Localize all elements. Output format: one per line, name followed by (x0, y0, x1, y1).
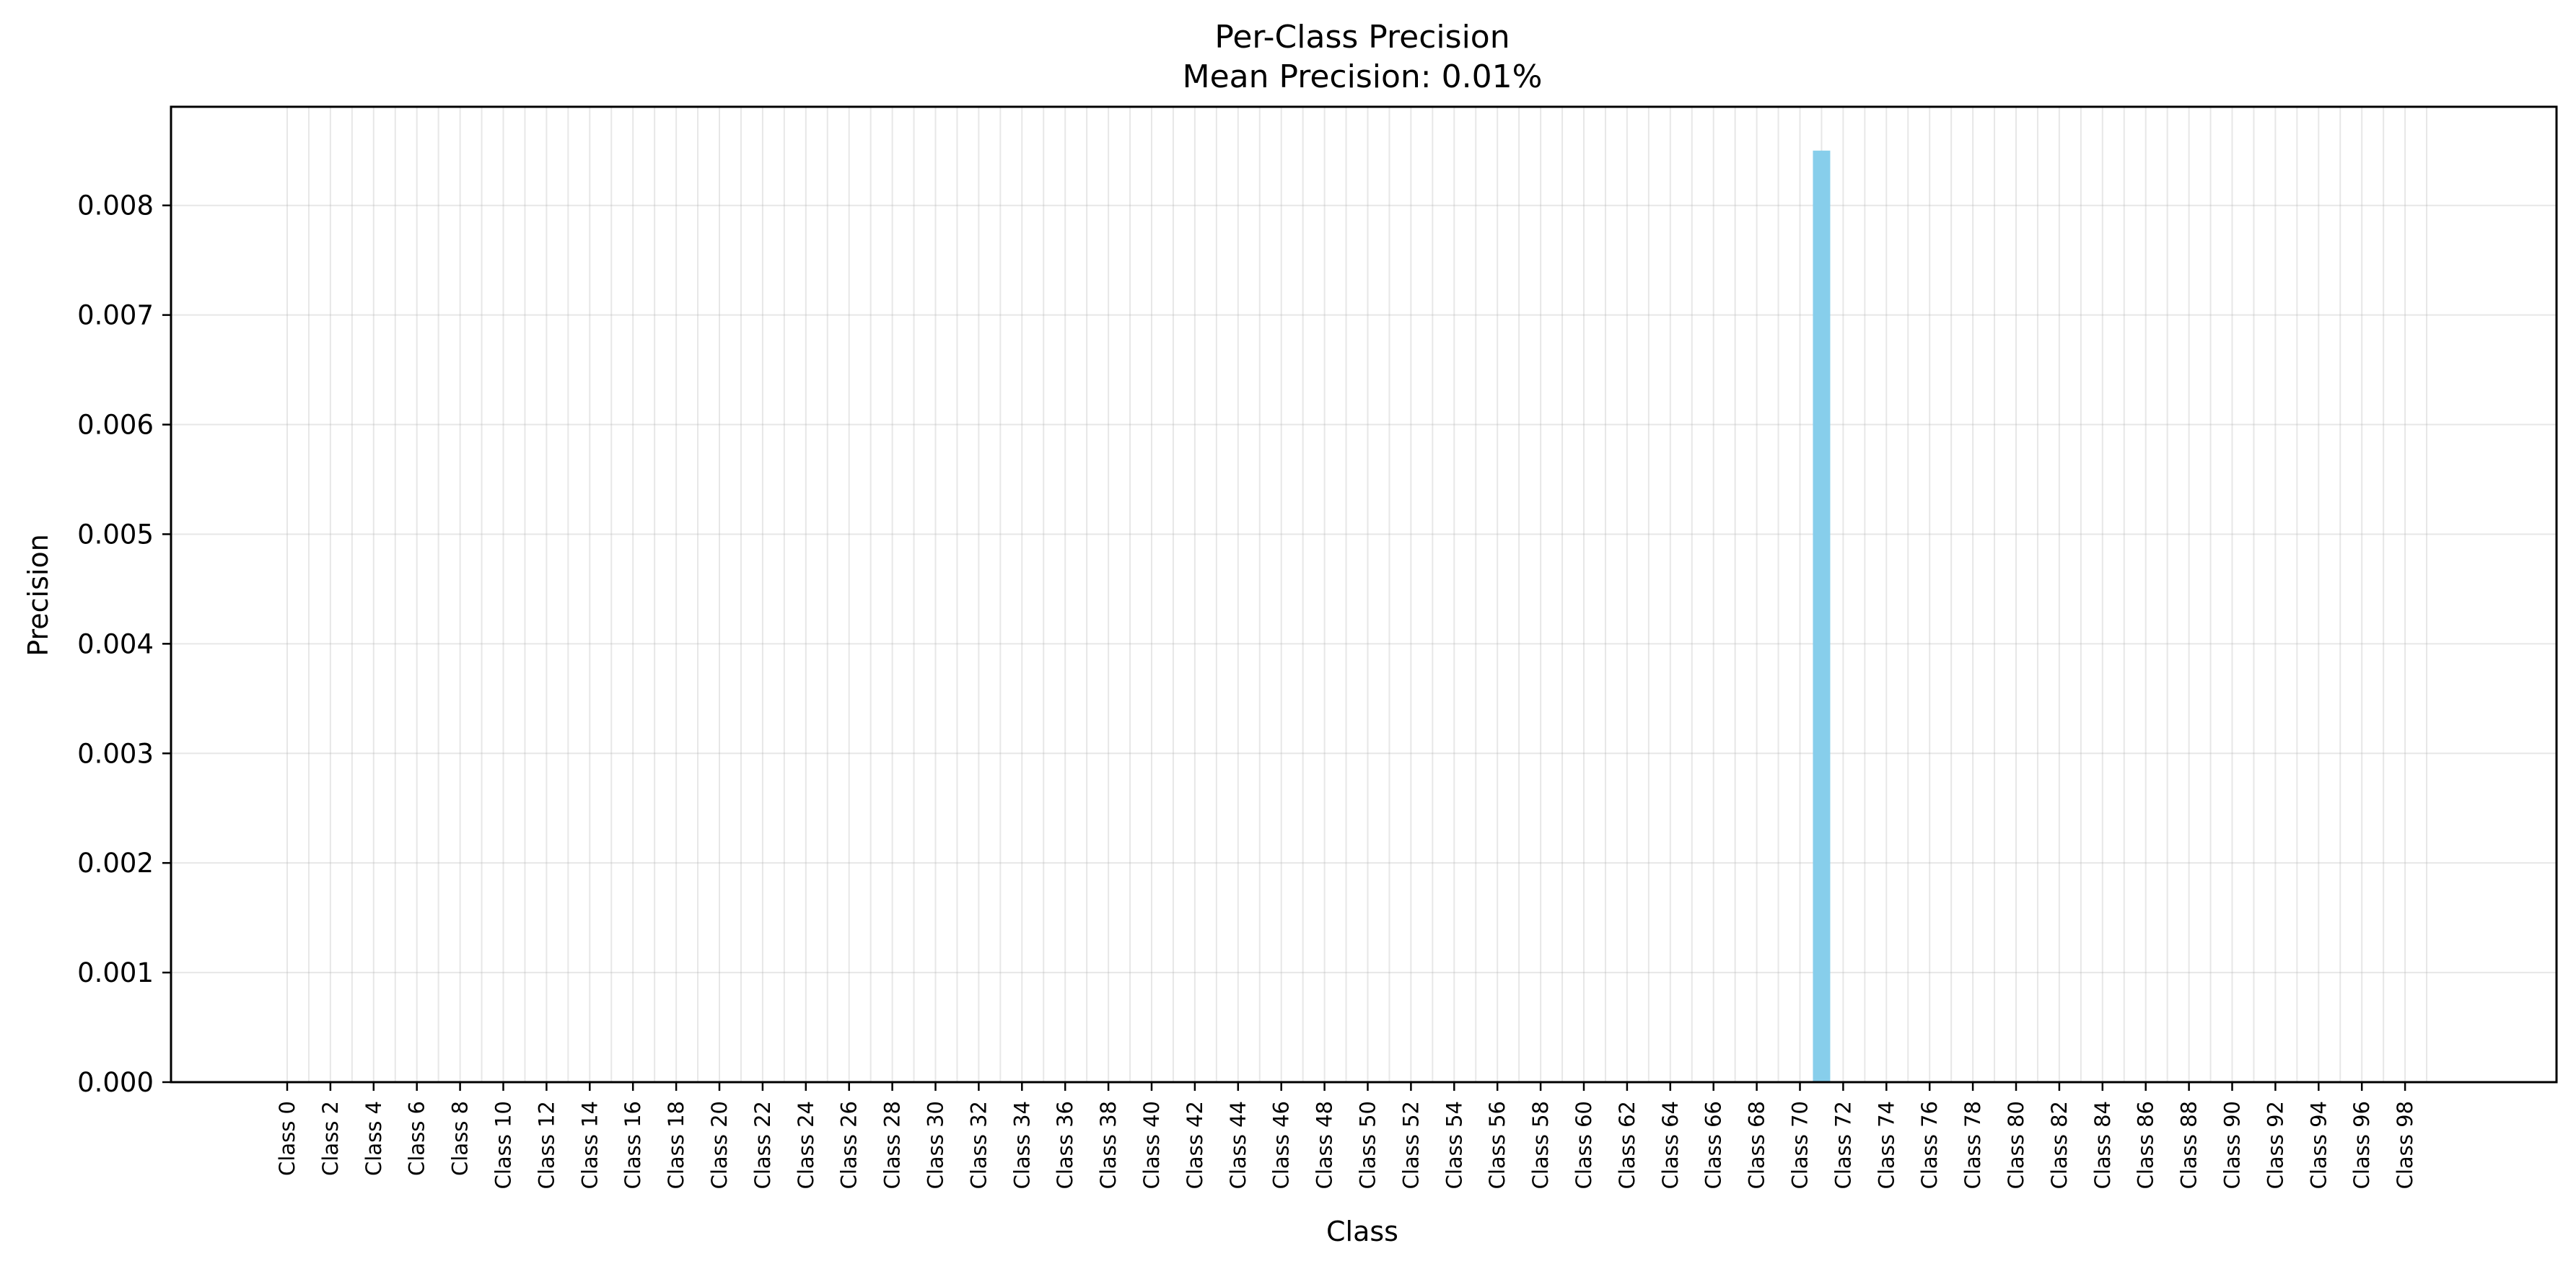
x-tick-label: Class 98 (2393, 1101, 2417, 1189)
x-tick-label: Class 68 (1745, 1101, 1769, 1189)
x-tick-label: Class 34 (1009, 1101, 1034, 1189)
y-tick-label: 0.006 (77, 410, 154, 441)
x-tick-label: Class 8 (448, 1101, 473, 1176)
x-tick-label: Class 82 (2047, 1101, 2072, 1189)
x-tick-label: Class 66 (1701, 1101, 1726, 1189)
y-tick-label: 0.005 (77, 519, 154, 550)
x-tick-label: Class 92 (2263, 1101, 2287, 1189)
x-tick-label: Class 4 (362, 1101, 386, 1176)
x-tick-label: Class 6 (405, 1101, 429, 1176)
y-axis-label: Precision (22, 534, 54, 657)
x-tick-label: Class 18 (664, 1101, 688, 1189)
x-tick-label: Class 80 (2004, 1101, 2028, 1189)
x-tick-label: Class 46 (1269, 1101, 1294, 1189)
x-axis-label: Class (1326, 1216, 1398, 1247)
x-tick-label: Class 96 (2349, 1101, 2374, 1189)
x-tick-label: Class 74 (1874, 1101, 1898, 1189)
x-tick-label: Class 22 (750, 1101, 775, 1189)
x-tick-label: Class 60 (1572, 1101, 1596, 1189)
y-tick-label: 0.004 (77, 628, 154, 659)
x-tick-label: Class 30 (924, 1101, 948, 1189)
y-tick-label: 0.001 (77, 957, 154, 988)
x-tick-label: Class 58 (1528, 1101, 1553, 1189)
y-tick-label: 0.000 (77, 1067, 154, 1098)
x-tick-label: Class 64 (1658, 1101, 1683, 1189)
x-tick-label: Class 90 (2220, 1101, 2245, 1189)
x-tick-label: Class 10 (491, 1101, 516, 1189)
x-tick-label: Class 54 (1442, 1101, 1466, 1189)
x-tick-label: Class 86 (2134, 1101, 2158, 1189)
x-tick-label: Class 14 (577, 1101, 602, 1189)
x-tick-label: Class 42 (1183, 1101, 1207, 1189)
x-tick-label: Class 38 (1096, 1101, 1121, 1189)
x-tick-label: Class 48 (1313, 1101, 1337, 1189)
x-tick-label: Class 40 (1139, 1101, 1164, 1189)
x-tick-label: Class 24 (794, 1101, 818, 1189)
x-tick-label: Class 62 (1615, 1101, 1639, 1189)
x-tick-label: Class 20 (707, 1101, 732, 1189)
y-tick-label: 0.007 (77, 300, 154, 331)
x-tick-label: Class 44 (1226, 1101, 1250, 1189)
y-tick-label: 0.002 (77, 848, 154, 879)
x-tick-label: Class 78 (1961, 1101, 1985, 1189)
x-tick-label: Class 0 (275, 1101, 299, 1176)
x-tick-label: Class 56 (1485, 1101, 1510, 1189)
x-tick-label: Class 2 (318, 1101, 343, 1176)
x-tick-label: Class 16 (621, 1101, 645, 1189)
x-tick-label: Class 94 (2306, 1101, 2331, 1189)
x-tick-label: Class 84 (2090, 1101, 2115, 1189)
x-tick-label: Class 36 (1053, 1101, 1077, 1189)
x-tick-label: Class 28 (880, 1101, 905, 1189)
x-tick-label: Class 50 (1356, 1101, 1380, 1189)
y-tick-label: 0.008 (77, 190, 154, 221)
x-tick-label: Class 52 (1398, 1101, 1423, 1189)
y-tick-label: 0.003 (77, 738, 154, 769)
y-axis: 0.000 0.001 0.002 0.003 0.004 0.005 0.006 0.007… (77, 190, 171, 1098)
x-tick-label: Class 12 (534, 1101, 558, 1189)
x-tick-label: Class 88 (2177, 1101, 2202, 1189)
x-tick-label: Class 70 (1788, 1101, 1813, 1189)
x-tick-label: Class 26 (837, 1101, 862, 1189)
chart-subtitle: Mean Precision: 0.01% (1183, 58, 1543, 95)
x-tick-label: Class 72 (1831, 1101, 1855, 1189)
bar-class-71 (1813, 150, 1831, 1082)
chart-title: Per-Class Precision (1214, 19, 1510, 56)
x-tick-label: Class 32 (966, 1101, 991, 1189)
plot-frame (170, 105, 2558, 1084)
x-axis: Class 0 Class 2 Class 4 Class 6 Class 8 Class… (275, 1082, 2417, 1189)
x-tick-label: Class 76 (1917, 1101, 1942, 1189)
